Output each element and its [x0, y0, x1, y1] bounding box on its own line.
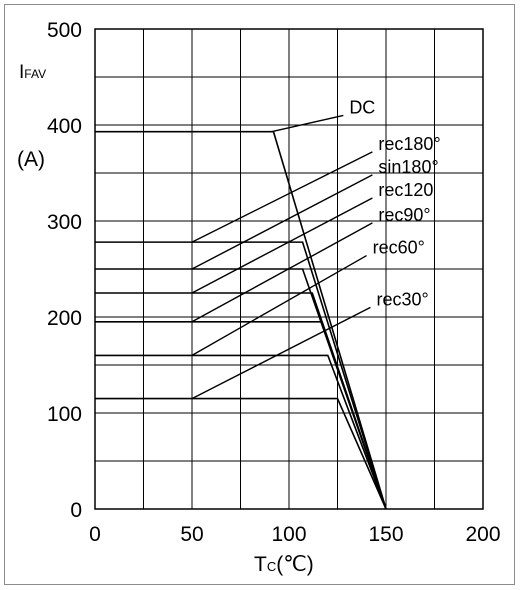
- label-leader-line: [191, 222, 373, 323]
- series-line-rec180: [95, 241, 387, 510]
- y-tick-label: 400: [47, 115, 82, 138]
- x-tick-label: 50: [180, 523, 203, 546]
- x-tick-label: 100: [271, 523, 306, 546]
- series-line-rec30: [95, 397, 387, 510]
- series-line-rec60: [95, 354, 387, 510]
- x-tick-label: 0: [89, 523, 101, 546]
- y-axis-label-main: I: [19, 62, 24, 83]
- label-leader-line: [191, 254, 367, 357]
- y-axis-label-sub: FAV: [24, 67, 46, 81]
- label-leader-line: [191, 197, 373, 294]
- y-tick-label: 300: [47, 211, 82, 234]
- label-leader-line: [191, 174, 373, 270]
- plot-border: [94, 28, 484, 510]
- y-tick-label: 200: [47, 307, 82, 330]
- series-label: sin180°: [378, 157, 438, 177]
- chart-frame: [4, 4, 515, 585]
- x-axis-label: TC(℃): [254, 553, 314, 576]
- label-leader-line: [191, 151, 373, 243]
- y-axis-unit: (A): [17, 148, 45, 171]
- label-leader-line: [271, 114, 344, 133]
- series-group: [95, 130, 387, 510]
- series-label: DC: [349, 97, 375, 117]
- series-line-rec90: [95, 320, 387, 510]
- y-tick-label: 0: [70, 499, 82, 522]
- grid: [95, 29, 483, 509]
- x-axis-label-sub: C: [267, 559, 276, 574]
- x-tick-labels: 0 50 100 150 200: [89, 523, 500, 546]
- series-label: rec120: [378, 180, 433, 200]
- series-label: rec180°: [378, 134, 440, 154]
- y-tick-label: 100: [47, 403, 82, 426]
- x-axis-label-main: T: [254, 553, 267, 576]
- x-axis-unit: (℃): [276, 553, 314, 576]
- y-tick-labels: 0 100 200 300 400 500: [47, 19, 82, 522]
- label-leader-line: [191, 306, 371, 400]
- x-tick-label: 200: [465, 523, 500, 546]
- x-tick-label: 150: [368, 523, 403, 546]
- series-label: rec30°: [376, 289, 428, 309]
- series-label: rec60°: [373, 238, 425, 258]
- y-axis-label: IFAV: [19, 62, 46, 83]
- series-label: rec90°: [378, 205, 430, 225]
- y-tick-label: 500: [47, 19, 82, 42]
